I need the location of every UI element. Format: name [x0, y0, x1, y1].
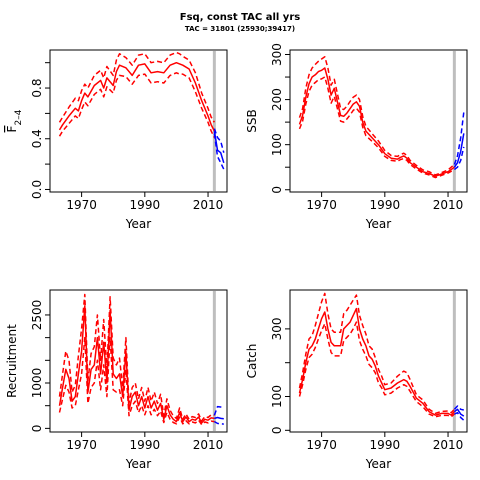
fbar-series-proj-lower — [213, 133, 225, 170]
catch-ytick-label: 0 — [270, 426, 284, 434]
ssb-series-proj-lower — [453, 146, 465, 171]
ssb-series-lower — [298, 76, 455, 179]
fbar-xlabel: Year — [125, 217, 151, 231]
fbar-series-upper — [58, 51, 216, 123]
figure-title: Fsq, const TAC all yrs — [180, 12, 300, 23]
recruitment-series-lower — [58, 336, 215, 426]
fbar-ylabel-sub: 2–4 — [14, 109, 24, 125]
catch-ytick-label: 100 — [270, 385, 284, 408]
fbar-series-median — [58, 61, 216, 132]
recruitment-xtick-label: 2010 — [193, 438, 224, 452]
catch-ytick-label: 300 — [270, 317, 284, 340]
ssb-xtick-label: 1970 — [306, 198, 337, 212]
recruitment-series-proj-upper — [213, 405, 224, 416]
fbar-series-proj-upper — [213, 128, 225, 153]
fbar-ylabel: F2–4 — [5, 109, 24, 132]
ssb-ytick-label: 100 — [270, 133, 284, 156]
fbar-xtick-label: 2010 — [193, 198, 224, 212]
recruitment-ylabel-main: Recruitment — [5, 324, 19, 398]
catch-ylabel: Catch — [245, 344, 259, 379]
recruitment-plot-frame — [49, 289, 228, 433]
recruitment-ytick-label: 1000 — [30, 368, 44, 399]
fbar-xtick-label: 1970 — [66, 198, 97, 212]
fbar-series-proj-median — [213, 130, 225, 164]
recruitment-ylabel: Recruitment — [5, 324, 19, 398]
ssb-ytick-label: 200 — [270, 88, 284, 111]
fbar-plot-frame — [49, 49, 228, 193]
ssb-ytick-label: 300 — [270, 43, 284, 66]
ssb-ylabel: SSB — [245, 109, 259, 132]
recruitment-series-proj-lower — [214, 420, 224, 425]
figure-subtitle: TAC = 31801 (25930;39417) — [185, 25, 295, 33]
ssb-series-upper — [298, 56, 455, 176]
catch-series-proj-median — [453, 408, 465, 417]
recruitment-xtick-label: 1990 — [130, 438, 161, 452]
catch-xtick-label: 2010 — [433, 438, 464, 452]
panel-ssb: 1970 1990 2010 0 100 200 300 Year SSB — [245, 43, 468, 231]
ssb-xtick-label: 2010 — [433, 198, 464, 212]
fbar-ytick-label: 0.0 — [30, 180, 44, 199]
fbar-ylabel-main: F — [5, 125, 19, 132]
recruitment-ytick-label: 0 — [30, 425, 44, 433]
ssb-series-proj-upper — [453, 112, 465, 165]
fbar-ytick-label: 0.4 — [30, 129, 44, 148]
panel-catch: 1970 1990 2010 0 100 300 Year Catch — [245, 289, 468, 471]
catch-xtick-label: 1970 — [306, 438, 337, 452]
catch-ylabel-main: Catch — [245, 344, 259, 379]
panel-fbar: 1970 1990 2010 0.0 0.4 0.8 Year F2–4 — [5, 49, 228, 231]
ssb-series-median — [298, 67, 455, 177]
recruitment-ytick-label: 2500 — [30, 300, 44, 331]
panel-recruitment: 1970 1990 2010 0 1000 2500 Year Recruitment — [5, 289, 228, 471]
catch-plot-frame — [289, 289, 468, 433]
catch-xlabel: Year — [365, 457, 391, 471]
fbar-xtick-label: 1990 — [130, 198, 161, 212]
recruitment-xtick-label: 1970 — [66, 438, 97, 452]
catch-series-proj-lower — [454, 411, 465, 421]
fbar-series-lower — [58, 72, 216, 138]
catch-series-lower — [298, 321, 455, 418]
ssb-xlabel: Year — [365, 217, 391, 231]
recruitment-xlabel: Year — [125, 457, 151, 471]
ssb-xtick-label: 1990 — [370, 198, 401, 212]
ssb-series-proj-median — [453, 133, 465, 168]
ssb-ylabel-main: SSB — [245, 109, 259, 132]
ssb-ytick-label: 0 — [270, 186, 284, 194]
catch-series-upper — [298, 292, 455, 415]
catch-xtick-label: 1990 — [370, 438, 401, 452]
catch-series-proj-upper — [453, 405, 464, 411]
recruitment-series-proj-median — [214, 416, 224, 420]
catch-series-median — [298, 307, 455, 416]
recruitment-series-upper — [58, 293, 215, 422]
fbar-ytick-label: 0.8 — [30, 78, 44, 97]
ssb-plot-frame — [289, 49, 468, 193]
